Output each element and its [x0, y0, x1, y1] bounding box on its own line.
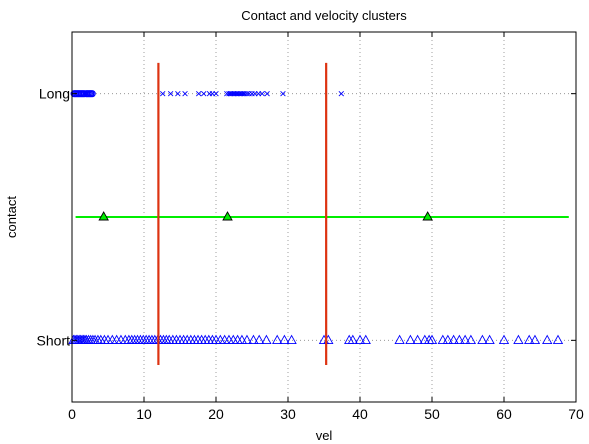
short-triangle-point [248, 334, 259, 344]
short-triangle-point [360, 334, 371, 344]
long-x-point [201, 90, 207, 97]
long-x-point [264, 90, 270, 97]
short-triangle-point [261, 334, 272, 344]
x-stroke [196, 90, 202, 97]
short-triangle-point [448, 334, 459, 344]
short-triangle-point [484, 334, 495, 344]
short-triangle-point [513, 334, 524, 344]
long-x-point [244, 90, 250, 97]
short-triangle-point [465, 334, 477, 344]
y-axis-label: contact [4, 196, 19, 238]
short-triangle-point [347, 334, 358, 344]
short-triangle-point [437, 334, 448, 344]
short-triangle-point [286, 334, 297, 344]
short-triangle-point [524, 334, 535, 344]
x-tick-label: 10 [136, 406, 152, 422]
long-x-point [160, 90, 166, 97]
cluster-center-marker [222, 211, 233, 221]
x-stroke [160, 90, 166, 97]
long-x-point [196, 90, 202, 97]
short-triangle-point [477, 334, 488, 344]
short-triangle-point [498, 334, 510, 344]
short-triangle-point [279, 334, 290, 344]
x-tick-label: 40 [352, 406, 368, 422]
x-stroke [175, 90, 181, 97]
x-stroke [338, 90, 344, 97]
y-tick-label: Short [37, 332, 71, 348]
x-stroke [280, 90, 286, 97]
long-x-point [259, 90, 265, 97]
x-stroke [244, 90, 250, 97]
long-circle-point [88, 90, 96, 98]
short-triangle-point [272, 334, 283, 344]
short-triangle-point [236, 334, 248, 344]
chart-title: Contact and velocity clusters [241, 8, 407, 23]
long-x-point [167, 90, 174, 97]
short-triangle-point [354, 334, 366, 344]
plot-frame [71, 31, 577, 403]
x-stroke [264, 90, 270, 97]
x-tick-label: 60 [496, 406, 512, 422]
short-triangle-point [454, 334, 465, 344]
x-tick-label: 30 [280, 406, 296, 422]
x-tick-label: 20 [208, 406, 224, 422]
short-triangle-point [115, 334, 127, 344]
x-stroke [182, 90, 188, 97]
short-triangle-point [552, 334, 564, 344]
short-triangle-point [412, 334, 423, 344]
long-x-point [242, 90, 248, 97]
short-triangle-point [405, 334, 416, 344]
short-triangle-point [426, 334, 438, 344]
cluster-center-marker [98, 211, 109, 221]
axis-ticks: 0 10 20 30 40 50 60 70 Long Short [37, 32, 584, 422]
short-triangle-point [219, 334, 230, 344]
short-triangle-point [394, 334, 405, 344]
short-triangle-point [232, 334, 243, 344]
x-stroke [213, 90, 219, 97]
short-triangle-point [107, 334, 118, 344]
short-triangle-point [241, 334, 253, 344]
long-x-point [175, 90, 181, 97]
cluster-center-marker [422, 211, 433, 221]
x-stroke [242, 90, 248, 97]
x-axis-label: vel [316, 428, 333, 443]
x-tick-label: 50 [424, 406, 440, 422]
short-triangle-point [442, 334, 454, 344]
short-triangle-point [215, 334, 226, 344]
short-triangle-point [111, 334, 122, 344]
y-tick-label: Long [39, 86, 70, 102]
long-x-point [213, 90, 219, 97]
short-triangle-point [228, 334, 239, 344]
x-stroke [259, 90, 265, 97]
x-stroke [167, 90, 174, 97]
short-triangle-point [223, 334, 235, 344]
short-triangle-point [459, 334, 471, 344]
short-triangle-point [254, 334, 265, 344]
x-tick-label: 0 [68, 406, 76, 422]
x-stroke [201, 90, 207, 97]
short-triangle-point [529, 334, 541, 344]
long-x-point [280, 90, 286, 97]
x-tick-label: 70 [568, 406, 584, 422]
plot-data [68, 62, 569, 365]
long-x-point [182, 90, 188, 97]
short-triangle-point [542, 334, 553, 344]
long-x-point [338, 90, 344, 97]
